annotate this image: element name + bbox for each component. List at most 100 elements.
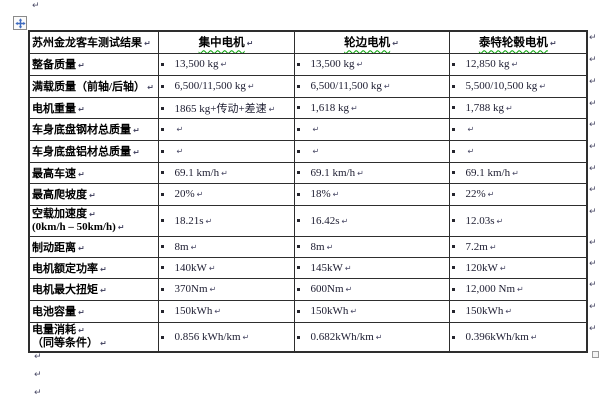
column-header-central-motor[interactable]: 集中电机 ↵ [157,30,295,54]
row-label[interactable]: 最高爬坡度 ↵ [28,182,159,206]
row-label[interactable]: 电机重量 ↵ [28,96,159,119]
table-cell[interactable]: 12.03s ↵ [448,204,588,237]
row-label[interactable]: 车身底盘钢材总质量 ↵ [28,117,159,141]
row-label[interactable]: 电机额定功率 ↵ [28,256,159,279]
bullet-icon [451,192,455,196]
bullet-icon [451,266,455,270]
table-cell[interactable]: 0.682kWh/km ↵ [293,321,450,353]
row-end-mark: ↵ [589,280,597,290]
bullet-icon [160,335,164,339]
table-cell[interactable]: 18.21s ↵ [157,204,295,237]
table-cell[interactable]: 13,500 kg ↵ [157,52,295,76]
table-row: 满载质量（前轴/后轴） ↵ 6,500/11,500 kg ↵ 6,500/11,5… [28,74,588,98]
row-label[interactable]: 最高车速 ↵ [28,161,159,184]
bullet-icon [296,106,300,110]
row-end-mark: ↵ [589,55,597,65]
table-cell[interactable]: 20% ↵ [157,182,295,206]
bullet-icon [160,84,164,88]
bullet-icon [160,309,164,313]
bullet-icon [451,127,455,131]
row-label[interactable]: 整备质量 ↵ [28,52,159,76]
table-resize-handle-icon[interactable] [592,351,599,358]
table-cell[interactable]: 13,500 kg ↵ [293,52,450,76]
bullet-icon [451,62,455,66]
paragraph-mark: ↵ [34,370,42,380]
table-cell[interactable]: 8m ↵ [293,235,450,258]
four-way-arrow-icon [14,17,26,29]
table-cell[interactable]: 69.1 km/h ↵ [157,161,295,184]
table-cell[interactable]: 145kW ↵ [293,256,450,279]
table-cell[interactable]: ↵ [157,139,295,163]
bullet-icon [160,62,164,66]
table-title-cell[interactable]: 苏州金龙客车测试结果 ↵ [28,30,159,54]
table-cell[interactable]: ↵ [448,139,588,163]
table-cell[interactable]: ↵ [157,117,295,141]
bullet-icon [296,219,300,223]
table-row: 最高爬坡度 ↵ 20% ↵ 18% ↵ 22% ↵ [28,182,588,206]
table-cell[interactable]: 69.1 km/h ↵ [293,161,450,184]
table-cell[interactable]: 16.42s ↵ [293,204,450,237]
column-header-wheel-side-motor[interactable]: 轮边电机 ↵ [293,30,450,54]
bullet-icon [451,106,455,110]
row-end-mark: ↵ [589,302,597,312]
row-end-mark: ↵ [589,120,597,130]
bullet-icon [160,192,164,196]
table-move-handle-icon[interactable] [13,16,27,30]
bullet-icon [160,266,164,270]
column-header-tate-hub-motor[interactable]: 泰特轮毂电机 ↵ [448,30,588,54]
table-cell[interactable]: 370Nm ↵ [157,277,295,301]
table-cell[interactable]: ↵ [448,117,588,141]
paragraph-mark: ↵ [32,1,40,11]
table-cell[interactable]: 120kW ↵ [448,256,588,279]
table-cell[interactable]: ↵ [293,117,450,141]
row-end-mark: ↵ [589,164,597,174]
table-cell[interactable]: 140kW ↵ [157,256,295,279]
row-label[interactable]: 电机最大扭矩 ↵ [28,277,159,301]
bullet-icon [160,127,164,131]
bullet-icon [160,149,164,153]
row-end-mark: ↵ [589,99,597,109]
row-label[interactable]: 车身底盘铝材总质量 ↵ [28,139,159,163]
bullet-icon [296,245,300,249]
bullet-icon [160,219,164,223]
table-row: 整备质量 ↵ 13,500 kg ↵ 13,500 kg ↵ 12,850 kg ↵ [28,52,588,76]
table-row: 电机重量 ↵ 1865 kg+传动+差速 ↵ 1,618 kg ↵ 1,788 kg ↵ [28,96,588,119]
table-cell[interactable]: 0.396kWh/km ↵ [448,321,588,353]
table-row: 电机最大扭矩 ↵ 370Nm ↵ 600Nm ↵ 12,000 Nm ↵ [28,277,588,301]
bullet-icon [160,245,164,249]
table-cell[interactable]: 18% ↵ [293,182,450,206]
bullet-icon [296,127,300,131]
table-cell[interactable]: 12,850 kg ↵ [448,52,588,76]
table-row: 最高车速 ↵ 69.1 km/h ↵ 69.1 km/h ↵ 69.1 km/h ↵ [28,161,588,184]
table-cell[interactable]: 69.1 km/h ↵ [448,161,588,184]
table-cell[interactable]: 150kWh ↵ [293,299,450,323]
bullet-icon [160,107,164,111]
row-end-mark: ↵ [589,77,597,87]
table-row: 车身底盘钢材总质量 ↵ ↵ ↵ ↵ [28,117,588,141]
table-cell[interactable]: 5,500/10,500 kg ↵ [448,74,588,98]
table-cell[interactable]: 7.2m ↵ [448,235,588,258]
table-cell[interactable]: 22% ↵ [448,182,588,206]
table-cell[interactable]: 0.856 kWh/km ↵ [157,321,295,353]
table-cell[interactable]: 600Nm ↵ [293,277,450,301]
row-end-mark: ↵ [589,142,597,152]
row-label[interactable]: 电量消耗 ↵ （同等条件） ↵ [28,321,159,353]
table-row: 空载加速度 ↵ (0km/h – 50km/h) ↵ 18.21s ↵ 16.42s ↵… [28,204,588,237]
table-cell[interactable]: 150kWh ↵ [157,299,295,323]
row-label[interactable]: 电池容量 ↵ [28,299,159,323]
row-label[interactable]: 空载加速度 ↵ (0km/h – 50km/h) ↵ [28,204,159,237]
table-cell[interactable]: 1865 kg+传动+差速 ↵ [157,96,295,119]
table-cell[interactable]: ↵ [293,139,450,163]
table-row: 电量消耗 ↵ （同等条件） ↵ 0.856 kWh/km ↵ 0.682kWh/km ↵… [28,321,588,353]
table-cell[interactable]: 6,500/11,500 kg ↵ [293,74,450,98]
table-cell[interactable]: 1,788 kg ↵ [448,96,588,119]
table-cell[interactable]: 8m ↵ [157,235,295,258]
table-cell[interactable]: 6,500/11,500 kg ↵ [157,74,295,98]
row-label[interactable]: 制动距离 ↵ [28,235,159,258]
table-cell[interactable]: 150kWh ↵ [448,299,588,323]
table-cell[interactable]: 1,618 kg ↵ [293,96,450,119]
table-cell[interactable]: 12,000 Nm ↵ [448,277,588,301]
row-label[interactable]: 满载质量（前轴/后轴） ↵ [28,74,159,98]
bullet-icon [296,84,300,88]
